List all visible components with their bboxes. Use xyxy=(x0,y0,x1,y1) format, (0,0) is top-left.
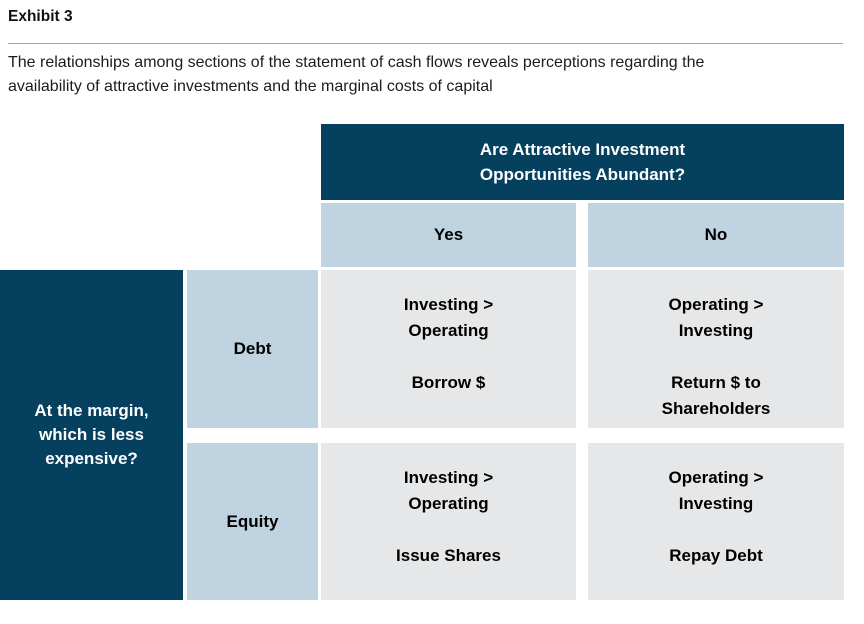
row-question-line-3: expensive? xyxy=(45,449,138,468)
exhibit-title: Exhibit 3 xyxy=(8,8,73,25)
matrix-cell-debt-yes: Investing > Operating Borrow $ xyxy=(321,270,576,428)
cell-line: Investing xyxy=(678,494,754,513)
cell-line: Investing > xyxy=(403,468,494,487)
column-question-line-1: Are Attractive Investment xyxy=(479,140,686,159)
row-header-debt-label: Debt xyxy=(233,339,272,358)
cell-line: Investing > xyxy=(403,295,494,314)
cell-line: Operating xyxy=(408,321,489,340)
cell-line: Repay Debt xyxy=(669,546,763,565)
matrix-cell-debt-no: Operating > Investing Return $ to Shareh… xyxy=(588,270,844,428)
cell-line: Operating xyxy=(408,494,489,513)
title-divider-rule xyxy=(8,43,843,44)
cell-line: Borrow $ xyxy=(411,373,486,392)
column-header-yes-label: Yes xyxy=(433,225,464,244)
row-header-debt: Debt xyxy=(187,270,318,428)
column-header-no: No xyxy=(588,203,844,267)
matrix-cell-equity-no: Operating > Investing Repay Debt xyxy=(588,443,844,600)
exhibit-subtitle-line-2: availability of attractive investments a… xyxy=(8,78,493,95)
column-question-line-2: Opportunities Abundant? xyxy=(479,165,686,184)
cell-line: Shareholders xyxy=(661,399,771,418)
cell-line: Operating > xyxy=(668,295,764,314)
row-question-header: At the margin, which is less expensive? xyxy=(0,270,183,600)
cell-line: Return $ to xyxy=(671,373,761,392)
cell-line: Issue Shares xyxy=(396,546,501,565)
column-header-no-label: No xyxy=(704,225,728,244)
row-question-line-1: At the margin, xyxy=(34,401,149,420)
cell-line: Operating > xyxy=(668,468,764,487)
exhibit-subtitle-line-1: The relationships among sections of the … xyxy=(8,54,705,71)
matrix-cell-equity-yes: Investing > Operating Issue Shares xyxy=(321,443,576,600)
row-header-equity: Equity xyxy=(187,443,318,600)
exhibit-subtitle: The relationships among sections of the … xyxy=(8,51,856,99)
column-header-yes: Yes xyxy=(321,203,576,267)
cell-line: Investing xyxy=(678,321,754,340)
row-question-line-2: which is less xyxy=(39,425,144,444)
row-header-equity-label: Equity xyxy=(226,511,279,531)
column-question-header: Are Attractive Investment Opportunities … xyxy=(321,124,844,200)
